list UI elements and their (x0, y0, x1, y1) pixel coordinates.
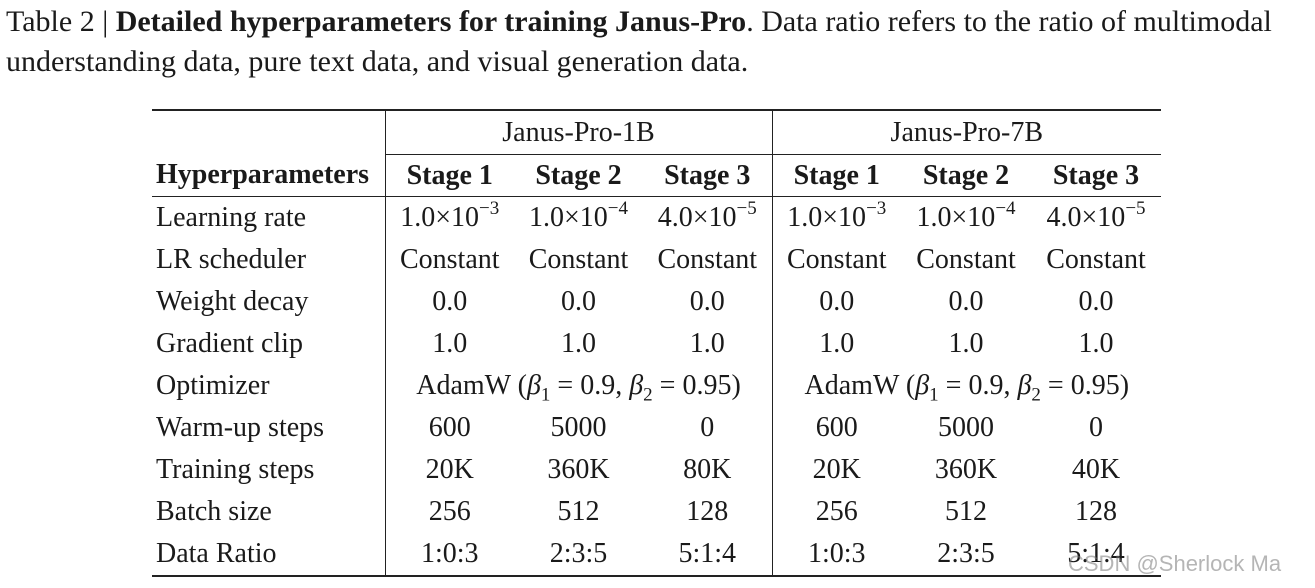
empty-corner-cell (152, 109, 386, 155)
learning-rate-cell: 1.0×10−3 (400, 197, 500, 233)
row-label: Batch size (152, 491, 386, 533)
column-header-stage: Stage 1 (772, 154, 902, 197)
table-row: Gradient clip 1.0 1.0 1.0 1.0 1.0 1.0 (152, 323, 1161, 365)
row-label: Gradient clip (152, 323, 386, 365)
table-cell: Constant (528, 244, 629, 275)
table-cell: 0.0 (1078, 286, 1114, 317)
table-row: Batch size 256 512 128 256 512 128 (152, 491, 1161, 533)
column-header-hyperparameters: Hyperparameters (152, 154, 386, 197)
table-caption: Table 2 | Detailed hyperparameters for t… (6, 2, 1311, 82)
table-cell: 1.0 (948, 328, 984, 359)
group-header-1b: Janus-Pro-1B (385, 109, 773, 155)
table-cell: 1.0 (432, 328, 468, 359)
table-cell: 1.0 (561, 328, 596, 359)
watermark: CSDN @Sherlock Ma (1068, 551, 1282, 576)
row-label: LR scheduler (152, 239, 386, 281)
table-cell: 256 (815, 496, 858, 527)
column-header-stage: Stage 2 (901, 154, 1032, 197)
learning-rate-cell: 1.0×10−4 (528, 197, 628, 233)
table-cell: Constant (399, 244, 500, 275)
table-cell: Constant (1046, 244, 1146, 275)
table-cell: 1.0 (643, 323, 773, 365)
table-cell: 128 (643, 491, 773, 533)
caption-prefix: Table 2 | (6, 5, 116, 38)
table-row: LR scheduler Constant Constant Constant … (152, 239, 1161, 281)
optimizer-cell-7b: AdamW (β1 = 0.9, β2 = 0.95) (804, 370, 1130, 406)
table-cell: 600 (428, 412, 471, 443)
learning-rate-cell: 4.0×10−5 (1046, 197, 1146, 233)
table-cell: 1:0:3 (772, 533, 902, 577)
column-header-stage: Stage 3 (643, 154, 773, 197)
row-label: Warm-up steps (152, 407, 386, 449)
table-cell: 360K (547, 454, 610, 485)
column-header-stage: Stage 3 (1031, 154, 1162, 197)
table-cell: 0.0 (643, 281, 773, 323)
table-cell: 5:1:4 (1031, 533, 1162, 577)
table-row: Weight decay 0.0 0.0 0.0 0.0 0.0 0.0 (152, 281, 1161, 323)
caption-text: . Data ratio refers to the ratio of mult… (6, 5, 1272, 78)
column-header-stage: Stage 2 (514, 154, 643, 197)
row-label: Weight decay (152, 281, 386, 323)
table-cell: 0.0 (948, 286, 984, 317)
table-row: Optimizer AdamW (β1 = 0.9, β2 = 0.95) Ad… (152, 365, 1161, 407)
group-header-7b: Janus-Pro-7B (772, 109, 1162, 155)
caption-title: Detailed hyperparameters for training Ja… (115, 5, 747, 38)
table-cell: 0 (643, 407, 773, 449)
table-cell: 5000 (938, 412, 995, 443)
table-cell: 0.0 (432, 286, 468, 317)
hyperparameter-table: Janus-Pro-1B Janus-Pro-7B Hyperparameter… (152, 109, 1162, 577)
table-cell: 5000 (550, 412, 607, 443)
learning-rate-cell: 4.0×10−5 (643, 196, 773, 239)
table-row: Learning rate 1.0×10−3 1.0×10−4 4.0×10−5… (152, 196, 1161, 239)
table-cell: 2:3:5 (901, 533, 1032, 577)
table-cell: Constant (787, 244, 887, 275)
table-cell: 80K (643, 449, 773, 491)
row-label: Training steps (152, 449, 386, 491)
optimizer-cell-1b: AdamW (β1 = 0.9, β2 = 0.95) (385, 365, 773, 407)
table-cell: 20K (812, 454, 861, 485)
row-label: Data Ratio (152, 533, 386, 577)
table-cell: 0.0 (819, 286, 855, 317)
table-cell: 600 (815, 412, 858, 443)
table-cell: 128 (1075, 496, 1118, 527)
row-label-optimizer: Optimizer (152, 365, 386, 407)
table-cell: Constant (643, 239, 773, 281)
table-row: Training steps 20K 360K 80K 20K 360K 40K (152, 449, 1161, 491)
table-cell: 20K (425, 454, 474, 485)
learning-rate-cell: 1.0×10−3 (787, 197, 887, 233)
learning-rate-cell: 1.0×10−4 (916, 197, 1016, 233)
table-cell: 0 (1089, 412, 1104, 443)
table-cell: 256 (428, 496, 471, 527)
table-cell: 512 (557, 496, 600, 527)
table-cell: 512 (945, 496, 988, 527)
table-cell: 5:1:4 (643, 533, 773, 577)
table-cell: 360K (934, 454, 998, 485)
table-cell: 1.0 (1078, 328, 1114, 359)
table-cell: 1.0 (819, 328, 855, 359)
table-cell: 40K (1071, 454, 1121, 485)
table-row: Warm-up steps 600 5000 0 600 5000 0 (152, 407, 1161, 449)
table-cell: 0.0 (561, 286, 596, 317)
column-header-stage: Stage 1 (385, 154, 514, 197)
table-row: Data Ratio 1:0:3 2:3:5 5:1:4 1:0:3 2:3:5… (152, 533, 1162, 577)
row-label-learning-rate: Learning rate (152, 196, 386, 239)
table-cell: 1:0:3 (385, 533, 514, 577)
table-cell: Constant (916, 244, 1016, 275)
table-cell: 2:3:5 (514, 533, 643, 577)
